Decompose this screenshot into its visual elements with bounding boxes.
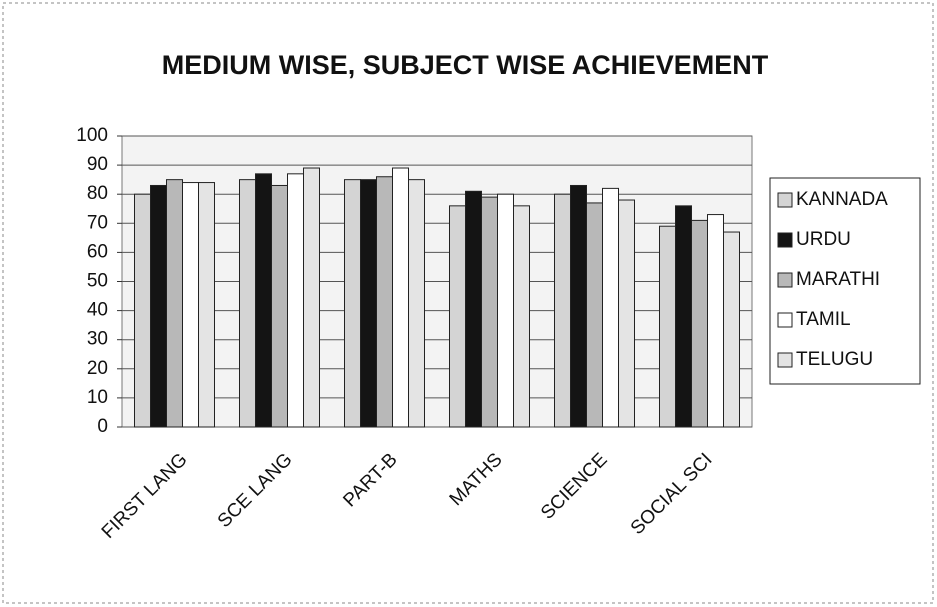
legend-swatch: [777, 352, 793, 368]
bar: [465, 190, 482, 428]
bar: [150, 184, 167, 428]
y-tick-label: 60: [87, 241, 108, 262]
y-tick-label: 90: [87, 154, 108, 175]
bar: [255, 173, 272, 428]
bar: [271, 184, 288, 428]
legend-swatch: [777, 192, 793, 208]
y-tick-label: 100: [76, 125, 108, 146]
bar: [392, 167, 409, 428]
bar: [481, 196, 498, 428]
bar: [449, 205, 466, 428]
y-tick-label: 70: [87, 212, 108, 233]
y-tick-label: 10: [87, 387, 108, 408]
bar: [707, 214, 724, 428]
bar: [554, 193, 571, 428]
bar: [691, 219, 708, 428]
legend-label: TAMIL: [796, 309, 851, 330]
bar: [570, 184, 587, 428]
bar: [239, 179, 256, 428]
y-tick-label: 80: [87, 183, 108, 204]
legend-swatch: [777, 312, 793, 328]
bar: [659, 225, 676, 428]
legend-swatch: [777, 272, 793, 288]
bar: [675, 205, 692, 428]
legend-label: URDU: [796, 229, 851, 250]
y-tick-label: 30: [87, 329, 108, 350]
bar: [602, 187, 619, 428]
legend-label: KANNADA: [796, 189, 888, 210]
bar: [360, 179, 377, 428]
bar: [618, 199, 635, 428]
y-tick-label: 40: [87, 300, 108, 321]
y-tick-label: 50: [87, 271, 108, 292]
bar: [586, 202, 603, 428]
legend-box: [769, 177, 921, 385]
bar: [497, 193, 514, 428]
bar: [303, 167, 320, 428]
bar: [723, 231, 740, 428]
bar: [513, 205, 530, 428]
y-tick-label: 0: [97, 416, 108, 437]
bar: [408, 179, 425, 428]
legend-label: MARATHI: [796, 269, 880, 290]
bar: [344, 179, 361, 428]
chart-title: MEDIUM WISE, SUBJECT WISE ACHIEVEMENT: [162, 50, 769, 80]
bar: [166, 179, 183, 428]
bar: [198, 182, 215, 428]
legend-swatch: [777, 232, 793, 248]
bar: [134, 193, 151, 428]
bar: [376, 176, 393, 428]
y-tick-label: 20: [87, 358, 108, 379]
bar: [287, 173, 304, 428]
bar: [182, 182, 199, 428]
legend-label: TELUGU: [796, 349, 873, 370]
